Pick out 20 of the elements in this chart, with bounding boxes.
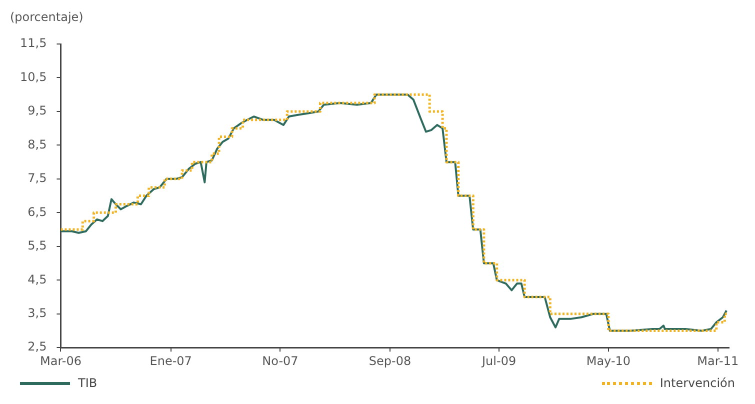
- legend-label: TIB: [78, 376, 98, 390]
- y-tick-label: 2,5: [28, 340, 47, 354]
- x-tick-label: May-10: [586, 354, 631, 368]
- y-tick-label: 4,5: [28, 272, 47, 286]
- x-tick-label: No-07: [262, 354, 298, 368]
- x-tick-label: Sep-08: [368, 354, 412, 368]
- legend-label: Intervención: [660, 376, 735, 390]
- y-tick-label: 7,5: [28, 171, 47, 186]
- y-tick-label: 10,5: [20, 70, 47, 84]
- y-tick-label: 8,5: [28, 137, 47, 152]
- x-tick-label: Mar-11: [697, 354, 739, 368]
- y-tick-label: 3,5: [28, 306, 47, 320]
- y-tick-label: 6,5: [28, 204, 47, 219]
- y-tick-label: 9,5: [28, 104, 47, 118]
- y-tick-label: 5,5: [28, 238, 47, 253]
- x-tick-label: Ene-07: [150, 354, 192, 368]
- y-tick-label: 11,5: [20, 36, 47, 50]
- y-axis-title: (porcentaje): [10, 10, 84, 24]
- x-tick-label: Jul-09: [481, 354, 516, 368]
- x-tick-label: Mar-06: [40, 354, 82, 368]
